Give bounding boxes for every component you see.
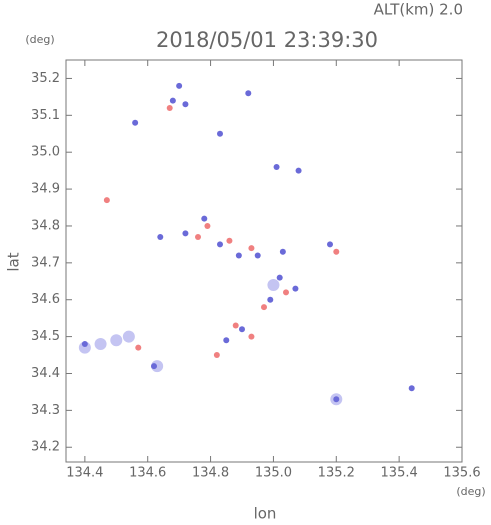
echo-point (261, 304, 267, 311)
y-tick-label: 34.5 (31, 329, 60, 344)
echo-point (267, 278, 280, 291)
echo-point (248, 245, 255, 252)
echo-point (292, 285, 299, 292)
y-tick-label: 35.1 (31, 108, 60, 123)
y-tick-label: 34.4 (31, 366, 60, 381)
y-unit: (deg) (25, 33, 54, 46)
echo-point (135, 344, 142, 351)
x-tick-label: 135.6 (443, 466, 480, 481)
echo-point (226, 237, 233, 244)
echo-point (267, 296, 274, 303)
echo-point (78, 341, 91, 354)
echo-point (333, 396, 340, 403)
echo-point (235, 252, 242, 259)
echo-point (122, 330, 135, 343)
x-tick-label: 135.0 (255, 466, 292, 481)
echo-point (182, 101, 189, 108)
echo-point (276, 274, 283, 281)
y-tick-label: 35.2 (31, 71, 60, 86)
echo-point (217, 241, 223, 248)
echo-point (245, 90, 252, 97)
x-label: lon (254, 505, 277, 522)
echo-point (103, 197, 110, 204)
chart-title: 2018/05/01 23:39:30 (156, 28, 378, 52)
y-tick-label: 34.3 (31, 403, 60, 418)
echo-point (408, 385, 415, 392)
echo-point (94, 337, 107, 350)
echo-point (201, 215, 208, 222)
plot-frame (65, 59, 463, 463)
echo-point (166, 104, 173, 111)
echo-point (232, 322, 239, 329)
y-tick-label: 34.2 (31, 440, 60, 455)
y-tick-label: 34.6 (31, 292, 60, 307)
x-tick-label: 135.2 (318, 466, 355, 481)
y-tick-label: 34.8 (31, 218, 60, 233)
echo-point (273, 163, 280, 170)
echo-point (151, 360, 164, 373)
echo-point (132, 119, 139, 126)
x-unit: (deg) (456, 485, 485, 498)
y-tick-label: 34.9 (31, 182, 60, 197)
echo-point (223, 337, 230, 344)
echo-point (239, 326, 245, 333)
echo-point (151, 363, 157, 370)
x-tick-label: 134.4 (66, 466, 103, 481)
echo-point (248, 333, 255, 340)
echo-point (333, 248, 340, 255)
echo-point (110, 334, 123, 347)
x-tick-label: 134.6 (129, 466, 166, 481)
echo-point (254, 252, 261, 259)
echo-point (182, 230, 189, 237)
y-tick-label: 35.0 (31, 145, 60, 160)
altitude: ALT(km) 2.0 (374, 1, 463, 19)
echo-point (327, 241, 333, 248)
echo-point (157, 234, 164, 241)
echo-point (217, 130, 223, 137)
echo-point (213, 352, 220, 359)
echo-point (169, 97, 176, 104)
echo-point (176, 82, 183, 89)
echo-point (81, 340, 88, 347)
echo-point (204, 222, 211, 229)
y-tick-label: 34.7 (31, 255, 60, 270)
x-tick-label: 135.4 (381, 466, 418, 481)
echo-point (279, 248, 286, 255)
x-tick-label: 134.8 (192, 466, 229, 481)
echo-point (195, 234, 201, 241)
echo-point (295, 167, 302, 174)
echo-point (283, 289, 289, 296)
y-label: lat (5, 252, 23, 271)
